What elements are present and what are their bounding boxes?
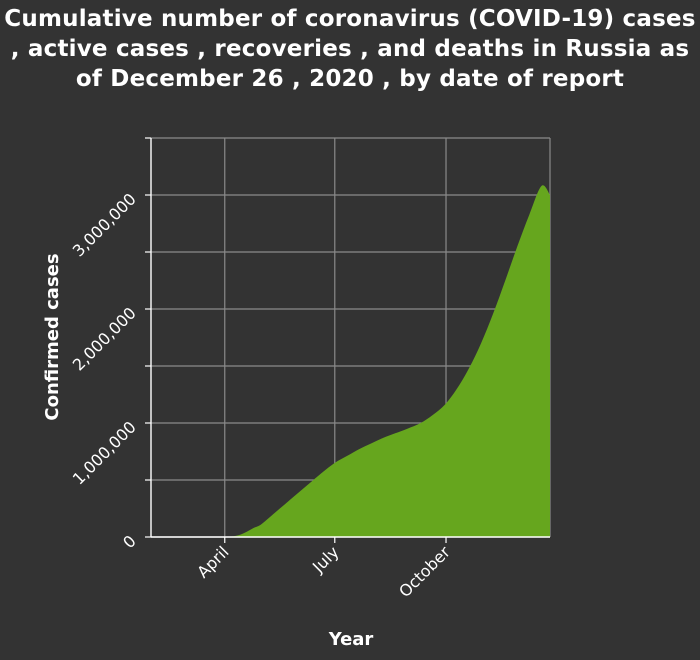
tick-labels: 0 1,000,000 2,000,000 3,000,000 April July Oct… [69, 189, 454, 601]
y-tick-label: 2,000,000 [69, 303, 140, 374]
x-axis-label: Year [328, 629, 374, 650]
chart-title: Cumulative number of coronavirus (COVID-… [4, 6, 696, 92]
axes [145, 137, 550, 543]
x-tick-label: April [193, 542, 232, 581]
y-tick-label: 3,000,000 [69, 189, 140, 260]
y-axis-label: Confirmed cases [42, 253, 63, 420]
y-tick-label: 1,000,000 [69, 417, 140, 488]
x-tick-label: October [395, 542, 454, 601]
y-tick-label: 0 [119, 531, 140, 552]
x-tick-label: July [308, 542, 342, 576]
cases-area [224, 185, 550, 537]
